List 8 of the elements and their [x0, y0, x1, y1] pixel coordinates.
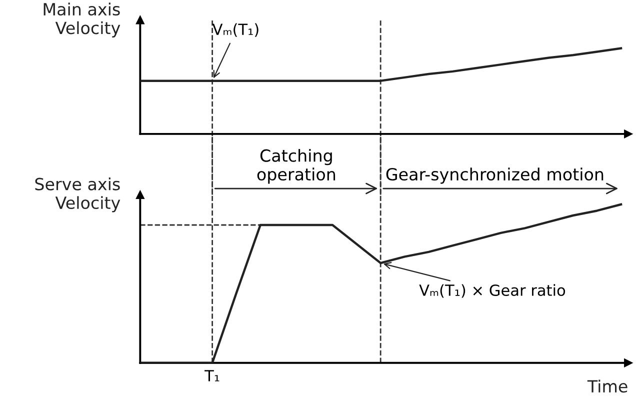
y-axis-title: Main axis Velocity: [44, 2, 120, 38]
text: Catching operation: [257, 148, 336, 184]
y-axis-title: Serve axis Velocity: [35, 177, 120, 212]
text: Gear-synchronized motion: [386, 168, 604, 184]
x-axis-title: Time: [587, 380, 628, 393]
text: T₁: [204, 370, 220, 382]
annotation: Vₘ(T₁) × Gear ratio: [419, 284, 566, 298]
text: Vₘ(T₁): [212, 23, 258, 37]
